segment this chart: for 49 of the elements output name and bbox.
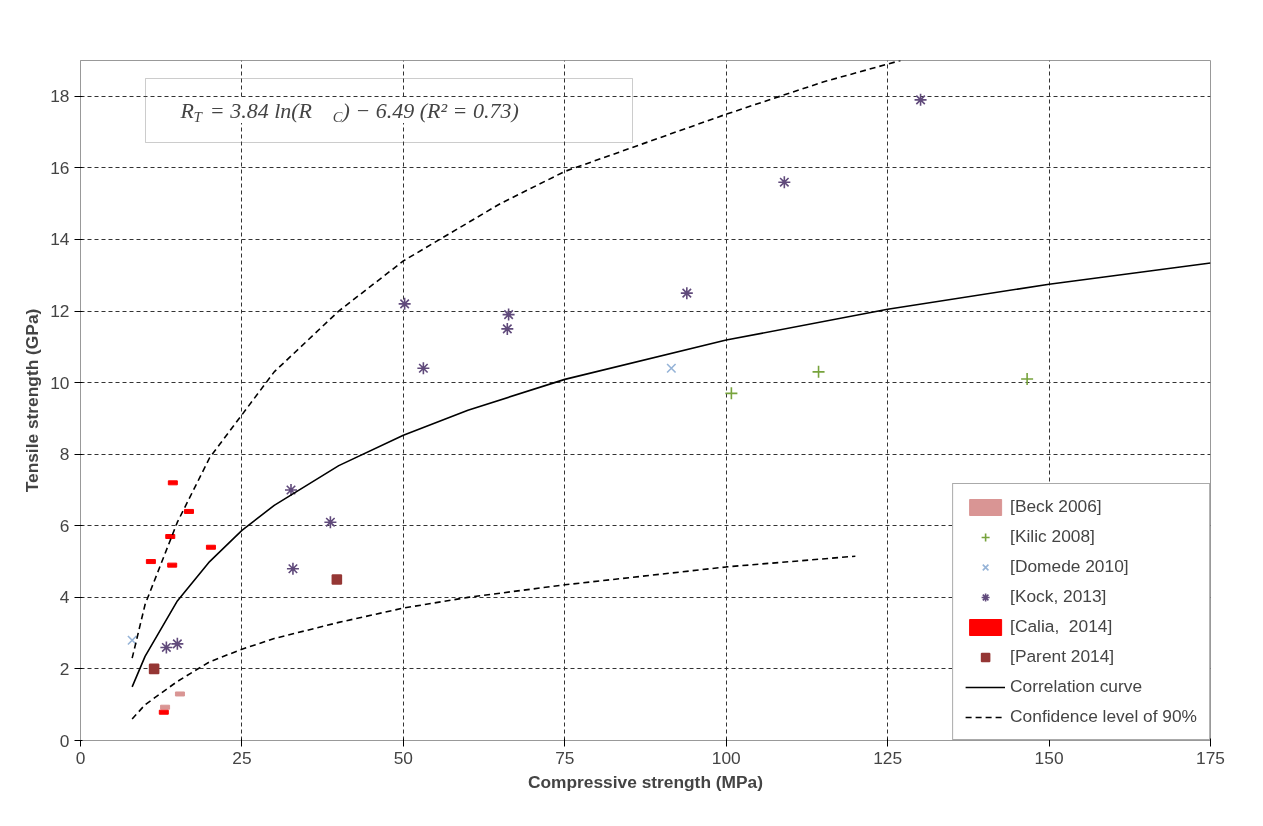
y-tick-label: 16 <box>50 157 70 178</box>
point <box>416 361 431 376</box>
x-tick-label: 75 <box>555 747 575 768</box>
point <box>500 322 515 336</box>
x-tick-label: 25 <box>232 747 252 768</box>
y-tick-label: 18 <box>50 86 70 107</box>
y-tick-label: 4 <box>59 587 70 608</box>
x-tick-label: 50 <box>393 747 413 768</box>
legend-label: [Kilic 2008] <box>1010 526 1095 547</box>
y-tick-label: 2 <box>59 658 70 679</box>
y-tick-label: 0 <box>59 730 70 751</box>
x-tick-label: 150 <box>1034 747 1064 768</box>
x-tick-label: 100 <box>711 747 741 768</box>
legend-label: [Calia, 2014] <box>1010 616 1113 637</box>
point <box>159 640 174 655</box>
point <box>913 93 928 107</box>
y-axis-title: Tensile strength (GPa) <box>22 308 43 493</box>
x-tick-label: 175 <box>1196 747 1225 768</box>
y-tick-label: 12 <box>50 301 70 322</box>
point <box>666 363 677 374</box>
y-tick-label: 8 <box>59 444 70 465</box>
line-series <box>131 60 902 659</box>
y-tick-label: 14 <box>50 229 70 250</box>
legend-label: Correlation curve <box>1010 676 1143 697</box>
point <box>331 574 343 585</box>
legend-label: [Domede 2010] <box>1010 556 1129 577</box>
point <box>397 297 412 311</box>
point <box>127 635 138 646</box>
x-tick-label: 0 <box>75 747 86 768</box>
legend-label: [Beck 2006] <box>1010 496 1102 517</box>
point <box>811 365 826 379</box>
y-tick-label: 6 <box>59 515 70 536</box>
point <box>724 386 739 401</box>
point <box>170 637 185 651</box>
x-axis-title: Compressive strength (MPa) <box>528 771 763 792</box>
point <box>148 663 160 675</box>
legend-label: [Parent 2014] <box>1010 646 1115 667</box>
y-tick-label: 10 <box>50 372 70 393</box>
point <box>680 286 694 300</box>
point <box>286 561 300 576</box>
point <box>501 307 516 322</box>
legend-label: [Kock, 2013] <box>1010 586 1107 607</box>
point <box>777 175 792 189</box>
x-tick-label: 125 <box>873 747 903 768</box>
line-series <box>131 555 857 720</box>
legend-label: Confidence level of 90% <box>1010 706 1197 727</box>
point <box>284 483 298 497</box>
point <box>1020 372 1034 386</box>
point <box>323 515 338 529</box>
